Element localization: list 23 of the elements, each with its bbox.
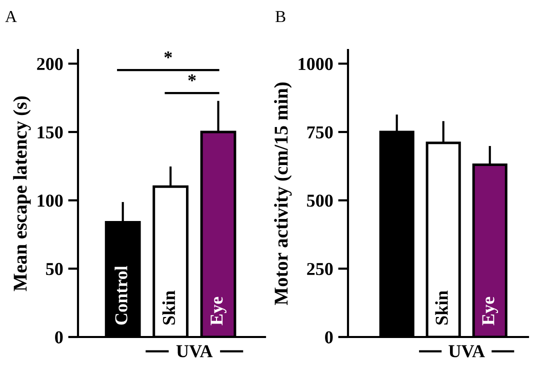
- x-tick-label: Eye: [210, 296, 226, 326]
- y-tick-label: 250: [307, 262, 333, 276]
- y-tick-label: 0: [325, 331, 333, 344]
- y-tick-label: 200: [37, 58, 63, 70]
- y-tick-label: 100: [38, 194, 63, 207]
- y-tick-label: 750: [307, 126, 333, 138]
- y-tick-label: 500: [307, 194, 333, 207]
- x-tick-label: Control: [114, 266, 128, 325]
- text: UVA: [176, 345, 213, 358]
- text: UVA: [448, 345, 485, 358]
- y-tick-label: 50: [46, 262, 63, 276]
- annotation: *: [188, 74, 196, 82]
- y-tick-label: 150: [38, 126, 63, 138]
- chart-title: A: [5, 11, 17, 22]
- y-tick-label: 0: [55, 331, 63, 344]
- y-axis-title: Mean escape latency (s): [13, 96, 31, 292]
- x-tick-label: Skin: [435, 290, 448, 325]
- y-axis-title: Motor activity (cm/15 min): [274, 82, 292, 306]
- x-tick-label: Skin: [162, 290, 176, 325]
- x-tick-label: Eye: [482, 296, 498, 326]
- annotation: *: [164, 51, 172, 58]
- y-tick-label: 1000: [298, 58, 333, 70]
- chart-title: B: [275, 11, 286, 22]
